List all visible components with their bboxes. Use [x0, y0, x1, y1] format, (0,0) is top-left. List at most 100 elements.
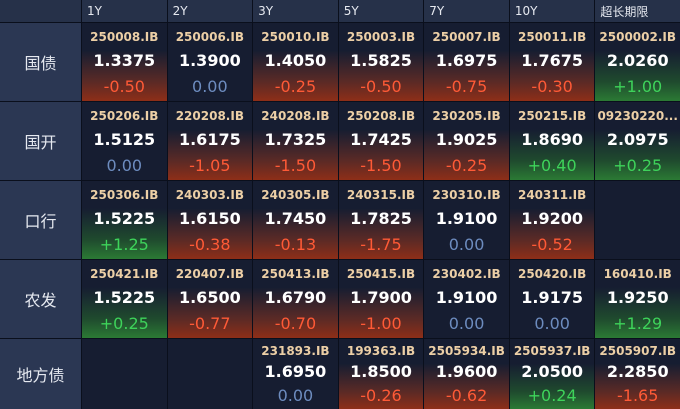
yield: 1.6150 — [178, 208, 241, 228]
quote-cell[interactable]: 240303.IB 1.6150 -0.38 — [167, 181, 253, 259]
bond-code: 230310.IB — [432, 187, 501, 202]
quote-cell[interactable]: 240311.IB 1.9200 -0.52 — [509, 181, 595, 259]
quote-cell[interactable]: 230402.IB 1.9100 0.00 — [424, 260, 509, 338]
quote-cell[interactable]: 250208.IB 1.7425 -1.50 — [338, 102, 424, 180]
bond-code: 2505907.IB — [599, 344, 677, 359]
quote-cell[interactable]: 2505907.IB 2.2850 -1.65 — [595, 339, 680, 409]
change-bp: -1.50 — [360, 155, 402, 175]
row-label: 口行 — [0, 181, 81, 259]
quote-cell[interactable]: 230310.IB 1.9100 0.00 — [424, 181, 509, 259]
bond-code: 240315.IB — [346, 187, 416, 202]
change-bp: -0.77 — [189, 313, 231, 333]
quote-cell[interactable]: 250421.IB 1.5225 +0.25 — [82, 260, 167, 338]
quote-cell[interactable]: 250215.IB 1.8690 +0.40 — [509, 102, 595, 180]
bond-code: 250413.IB — [261, 266, 330, 281]
yield: 1.6175 — [178, 129, 241, 149]
quote-cell[interactable]: 250420.IB 1.9175 0.00 — [509, 260, 595, 338]
quote-cell[interactable]: 2505934.IB 1.9600 -0.62 — [424, 339, 509, 409]
change-bp: -0.50 — [103, 76, 145, 96]
bond-code: 250010.IB — [261, 29, 330, 44]
yield: 1.5225 — [93, 208, 156, 228]
yield: 1.5125 — [93, 129, 156, 149]
change-bp: -1.05 — [189, 155, 231, 175]
yield: 1.9600 — [435, 362, 498, 382]
quote-cell[interactable]: 220208.IB 1.6175 -1.05 — [167, 102, 253, 180]
bond-code: 250008.IB — [90, 29, 159, 44]
quote-cell[interactable]: 2500002.IB 2.0260 +1.00 — [595, 23, 680, 101]
corner-header — [0, 0, 81, 22]
bond-code: 250011.IB — [517, 29, 587, 44]
yield: 1.5225 — [93, 287, 156, 307]
empty-cell — [82, 339, 167, 409]
quote-cell[interactable]: 250413.IB 1.6790 -0.70 — [253, 260, 338, 338]
yield: 1.5825 — [350, 50, 412, 70]
yield: 1.7675 — [521, 50, 583, 70]
change-bp: -1.65 — [617, 385, 659, 405]
quote-cell[interactable]: 240208.IB 1.7325 -1.50 — [253, 102, 338, 180]
quote-cell[interactable]: 09230220... 2.0975 +0.25 — [595, 102, 680, 180]
change-bp: -0.52 — [531, 234, 573, 254]
bond-code: 160410.IB — [603, 266, 672, 281]
change-bp: -0.50 — [360, 76, 402, 96]
column-header: 10Y — [509, 0, 595, 22]
yield: 1.8500 — [350, 362, 412, 382]
quote-cell[interactable]: 240315.IB 1.7825 -1.75 — [338, 181, 424, 259]
quote-cell[interactable]: 250011.IB 1.7675 -0.30 — [509, 23, 595, 101]
quote-cell[interactable]: 199363.IB 1.8500 -0.26 — [338, 339, 424, 409]
change-bp: +1.29 — [613, 313, 663, 333]
quote-cell[interactable]: 250206.IB 1.5125 0.00 — [82, 102, 167, 180]
bond-code: 240311.IB — [517, 187, 587, 202]
quote-cell[interactable]: 2505937.IB 2.0500 +0.24 — [509, 339, 595, 409]
bond-code: 230205.IB — [432, 108, 501, 123]
yield: 1.3375 — [93, 50, 156, 70]
quote-cell[interactable]: 160410.IB 1.9250 +1.29 — [595, 260, 680, 338]
bond-code: 250306.IB — [90, 187, 159, 202]
change-bp: -1.75 — [360, 234, 402, 254]
change-bp: 0.00 — [192, 76, 228, 96]
change-bp: -1.50 — [274, 155, 317, 175]
change-bp: -1.00 — [360, 313, 402, 333]
quote-cell[interactable]: 250415.IB 1.7900 -1.00 — [338, 260, 424, 338]
change-bp: +0.40 — [527, 155, 577, 175]
change-bp: -0.13 — [274, 234, 317, 254]
yield: 1.7425 — [350, 129, 412, 149]
yield: 1.7825 — [350, 208, 412, 228]
quote-cell[interactable]: 231893.IB 1.6950 0.00 — [253, 339, 338, 409]
yield: 1.9200 — [521, 208, 583, 228]
bond-code: 250206.IB — [90, 108, 159, 123]
bond-code: 240208.IB — [261, 108, 330, 123]
quote-cell[interactable]: 240305.IB 1.7450 -0.13 — [253, 181, 338, 259]
quote-cell[interactable]: 220407.IB 1.6500 -0.77 — [167, 260, 253, 338]
change-bp: 0.00 — [277, 385, 314, 405]
bond-code: 250415.IB — [346, 266, 416, 281]
change-bp: +1.00 — [613, 76, 663, 96]
change-bp: +0.24 — [527, 385, 577, 405]
bond-code: 231893.IB — [261, 344, 330, 359]
bond-code: 220407.IB — [175, 266, 244, 281]
yield: 1.7900 — [350, 287, 412, 307]
bond-code: 240305.IB — [261, 187, 330, 202]
quote-cell[interactable]: 250007.IB 1.6975 -0.75 — [424, 23, 509, 101]
change-bp: 0.00 — [106, 155, 143, 175]
change-bp: 0.00 — [448, 313, 485, 333]
quote-cell[interactable]: 230205.IB 1.9025 -0.25 — [424, 102, 509, 180]
yield: 1.3900 — [178, 50, 241, 70]
quote-cell[interactable]: 250003.IB 1.5825 -0.50 — [338, 23, 424, 101]
yield: 1.9100 — [435, 287, 498, 307]
quote-cell[interactable]: 250008.IB 1.3375 -0.50 — [82, 23, 167, 101]
column-header: 7Y — [424, 0, 509, 22]
change-bp: -0.38 — [189, 234, 231, 254]
column-header: 2Y — [167, 0, 253, 22]
quote-cell[interactable]: 250306.IB 1.5225 +1.25 — [82, 181, 167, 259]
quote-cell[interactable]: 250006.IB 1.3900 0.00 — [167, 23, 253, 101]
change-bp: +1.25 — [99, 234, 149, 254]
quote-cell[interactable]: 250010.IB 1.4050 -0.25 — [253, 23, 338, 101]
yield: 2.0260 — [606, 50, 669, 70]
yield: 1.7450 — [264, 208, 327, 228]
bond-code: 250007.IB — [432, 29, 501, 44]
change-bp: +0.25 — [99, 313, 149, 333]
yield: 2.0975 — [606, 129, 669, 149]
row-label: 农发 — [0, 260, 81, 338]
row-label: 国开 — [0, 102, 81, 180]
yield: 1.6500 — [178, 287, 241, 307]
